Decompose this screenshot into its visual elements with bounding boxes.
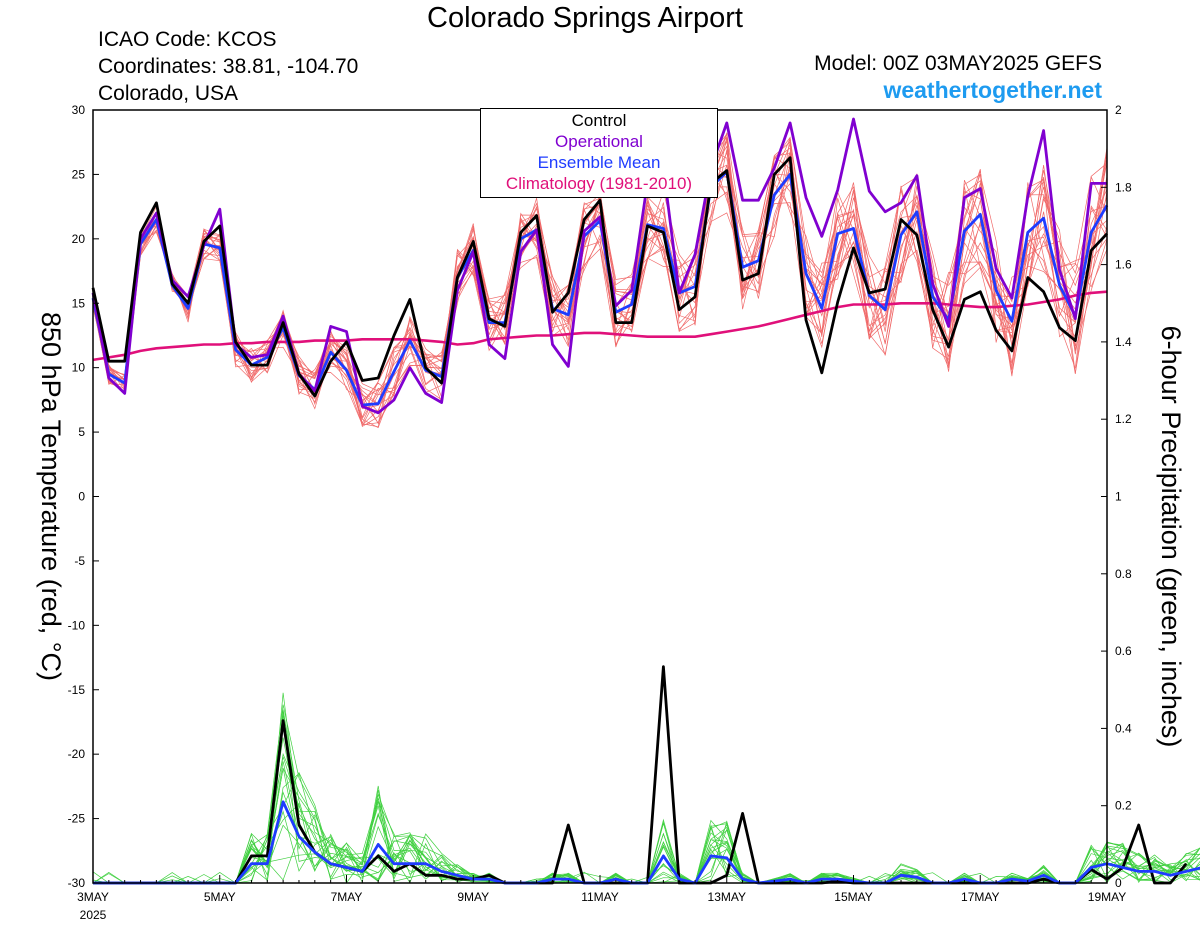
y-left-tick-label: 25 <box>72 167 86 181</box>
y-right-tick-label: 0.2 <box>1115 799 1132 813</box>
ensemble-member-temp-line <box>92 138 1108 420</box>
y-axis-right-label: 6-hour Precipitation (green, inches) <box>1156 326 1186 748</box>
x-tick-label: 15MAY <box>834 890 872 904</box>
y-left-tick-label: -30 <box>68 876 86 890</box>
y-right-tick-label: 1.6 <box>1115 258 1132 272</box>
y-left-tick-label: -20 <box>68 747 86 761</box>
y-left-tick-label: -25 <box>68 812 86 826</box>
y-left-tick-label: -15 <box>68 683 86 697</box>
axes-layer: -30-25-20-15-10-505101520253000.20.40.60… <box>68 103 1132 922</box>
y-right-tick-label: 0.4 <box>1115 721 1132 735</box>
y-right-tick-label: 0.6 <box>1115 644 1132 658</box>
site-link[interactable]: weathertogether.net <box>883 77 1102 103</box>
y-left-tick-label: 15 <box>72 296 86 310</box>
y-right-tick-label: 0.8 <box>1115 567 1132 581</box>
y-right-tick-label: 0 <box>1115 876 1122 890</box>
legend-ensemble-mean: Ensemble Mean <box>537 153 661 172</box>
x-tick-label: 11MAY <box>581 890 619 904</box>
model-run: Model: 00Z 03MAY2025 GEFS <box>814 52 1102 75</box>
coordinates: Coordinates: 38.81, -104.70 <box>98 55 359 78</box>
temp-line-control <box>91 156 1109 398</box>
y-axis-left-label: 850 hPa Temperature (red, °C) <box>36 312 66 681</box>
legend: Control Operational Ensemble Mean Climat… <box>480 108 718 198</box>
x-tick-label: 7MAY <box>331 890 363 904</box>
y-right-tick-label: 1.8 <box>1115 180 1132 194</box>
legend-operational: Operational <box>555 132 643 151</box>
x-tick-label: 3MAY <box>77 890 109 904</box>
region: Colorado, USA <box>98 82 239 105</box>
x-tick-label: 17MAY <box>961 890 999 904</box>
y-left-tick-label: 0 <box>78 490 85 504</box>
y-left-tick-label: -10 <box>68 618 86 632</box>
x-tick-label: 13MAY <box>708 890 746 904</box>
y-right-tick-label: 1.4 <box>1115 335 1132 349</box>
y-right-tick-label: 1 <box>1115 490 1122 504</box>
y-right-tick-label: 2 <box>1115 103 1122 117</box>
x-tick-label: 5MAY <box>204 890 236 904</box>
chart-title: Colorado Springs Airport <box>427 2 743 34</box>
y-right-tick-label: 1.2 <box>1115 412 1132 426</box>
temp-line-operational <box>91 117 1107 415</box>
x-tick-year: 2025 <box>80 908 107 922</box>
y-left-tick-label: 20 <box>72 232 86 246</box>
y-left-tick-label: 5 <box>78 425 85 439</box>
y-left-tick-label: -5 <box>74 554 85 568</box>
icao-code: ICAO Code: KCOS <box>98 28 277 51</box>
y-left-tick-label: 10 <box>72 361 86 375</box>
legend-control: Control <box>571 111 627 130</box>
x-tick-label: 9MAY <box>457 890 489 904</box>
y-left-tick-label: 30 <box>72 103 86 117</box>
legend-climatology: Climatology (1981-2010) <box>505 174 693 193</box>
x-tick-label: 19MAY <box>1088 890 1126 904</box>
